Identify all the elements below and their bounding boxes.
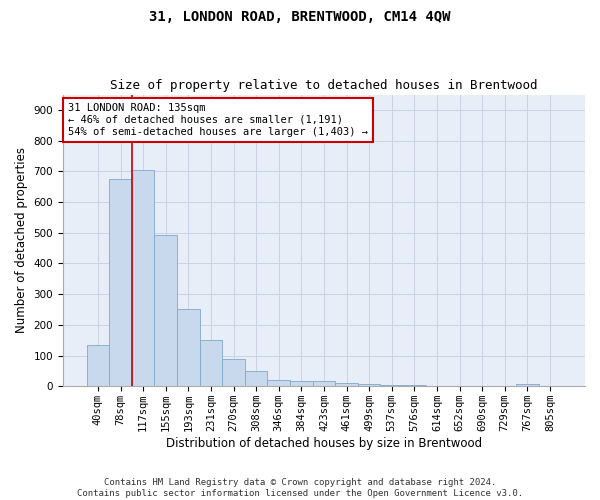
Bar xyxy=(268,380,290,386)
Y-axis label: Number of detached properties: Number of detached properties xyxy=(15,148,28,334)
Text: 31, LONDON ROAD, BRENTWOOD, CM14 4QW: 31, LONDON ROAD, BRENTWOOD, CM14 4QW xyxy=(149,10,451,24)
Title: Size of property relative to detached houses in Brentwood: Size of property relative to detached ho… xyxy=(110,79,538,92)
Bar xyxy=(313,381,335,386)
Bar xyxy=(154,235,177,386)
Bar xyxy=(358,384,380,386)
Bar xyxy=(200,340,222,386)
Bar xyxy=(109,179,132,386)
Text: Contains HM Land Registry data © Crown copyright and database right 2024.
Contai: Contains HM Land Registry data © Crown c… xyxy=(77,478,523,498)
Bar xyxy=(245,371,268,386)
Bar xyxy=(86,345,109,387)
Bar xyxy=(290,381,313,386)
Bar xyxy=(222,360,245,386)
Bar xyxy=(380,385,403,386)
Bar xyxy=(403,385,425,386)
Bar xyxy=(132,170,154,386)
Bar xyxy=(177,308,200,386)
X-axis label: Distribution of detached houses by size in Brentwood: Distribution of detached houses by size … xyxy=(166,437,482,450)
Bar xyxy=(516,384,539,386)
Bar xyxy=(335,383,358,386)
Text: 31 LONDON ROAD: 135sqm
← 46% of detached houses are smaller (1,191)
54% of semi-: 31 LONDON ROAD: 135sqm ← 46% of detached… xyxy=(68,104,368,136)
